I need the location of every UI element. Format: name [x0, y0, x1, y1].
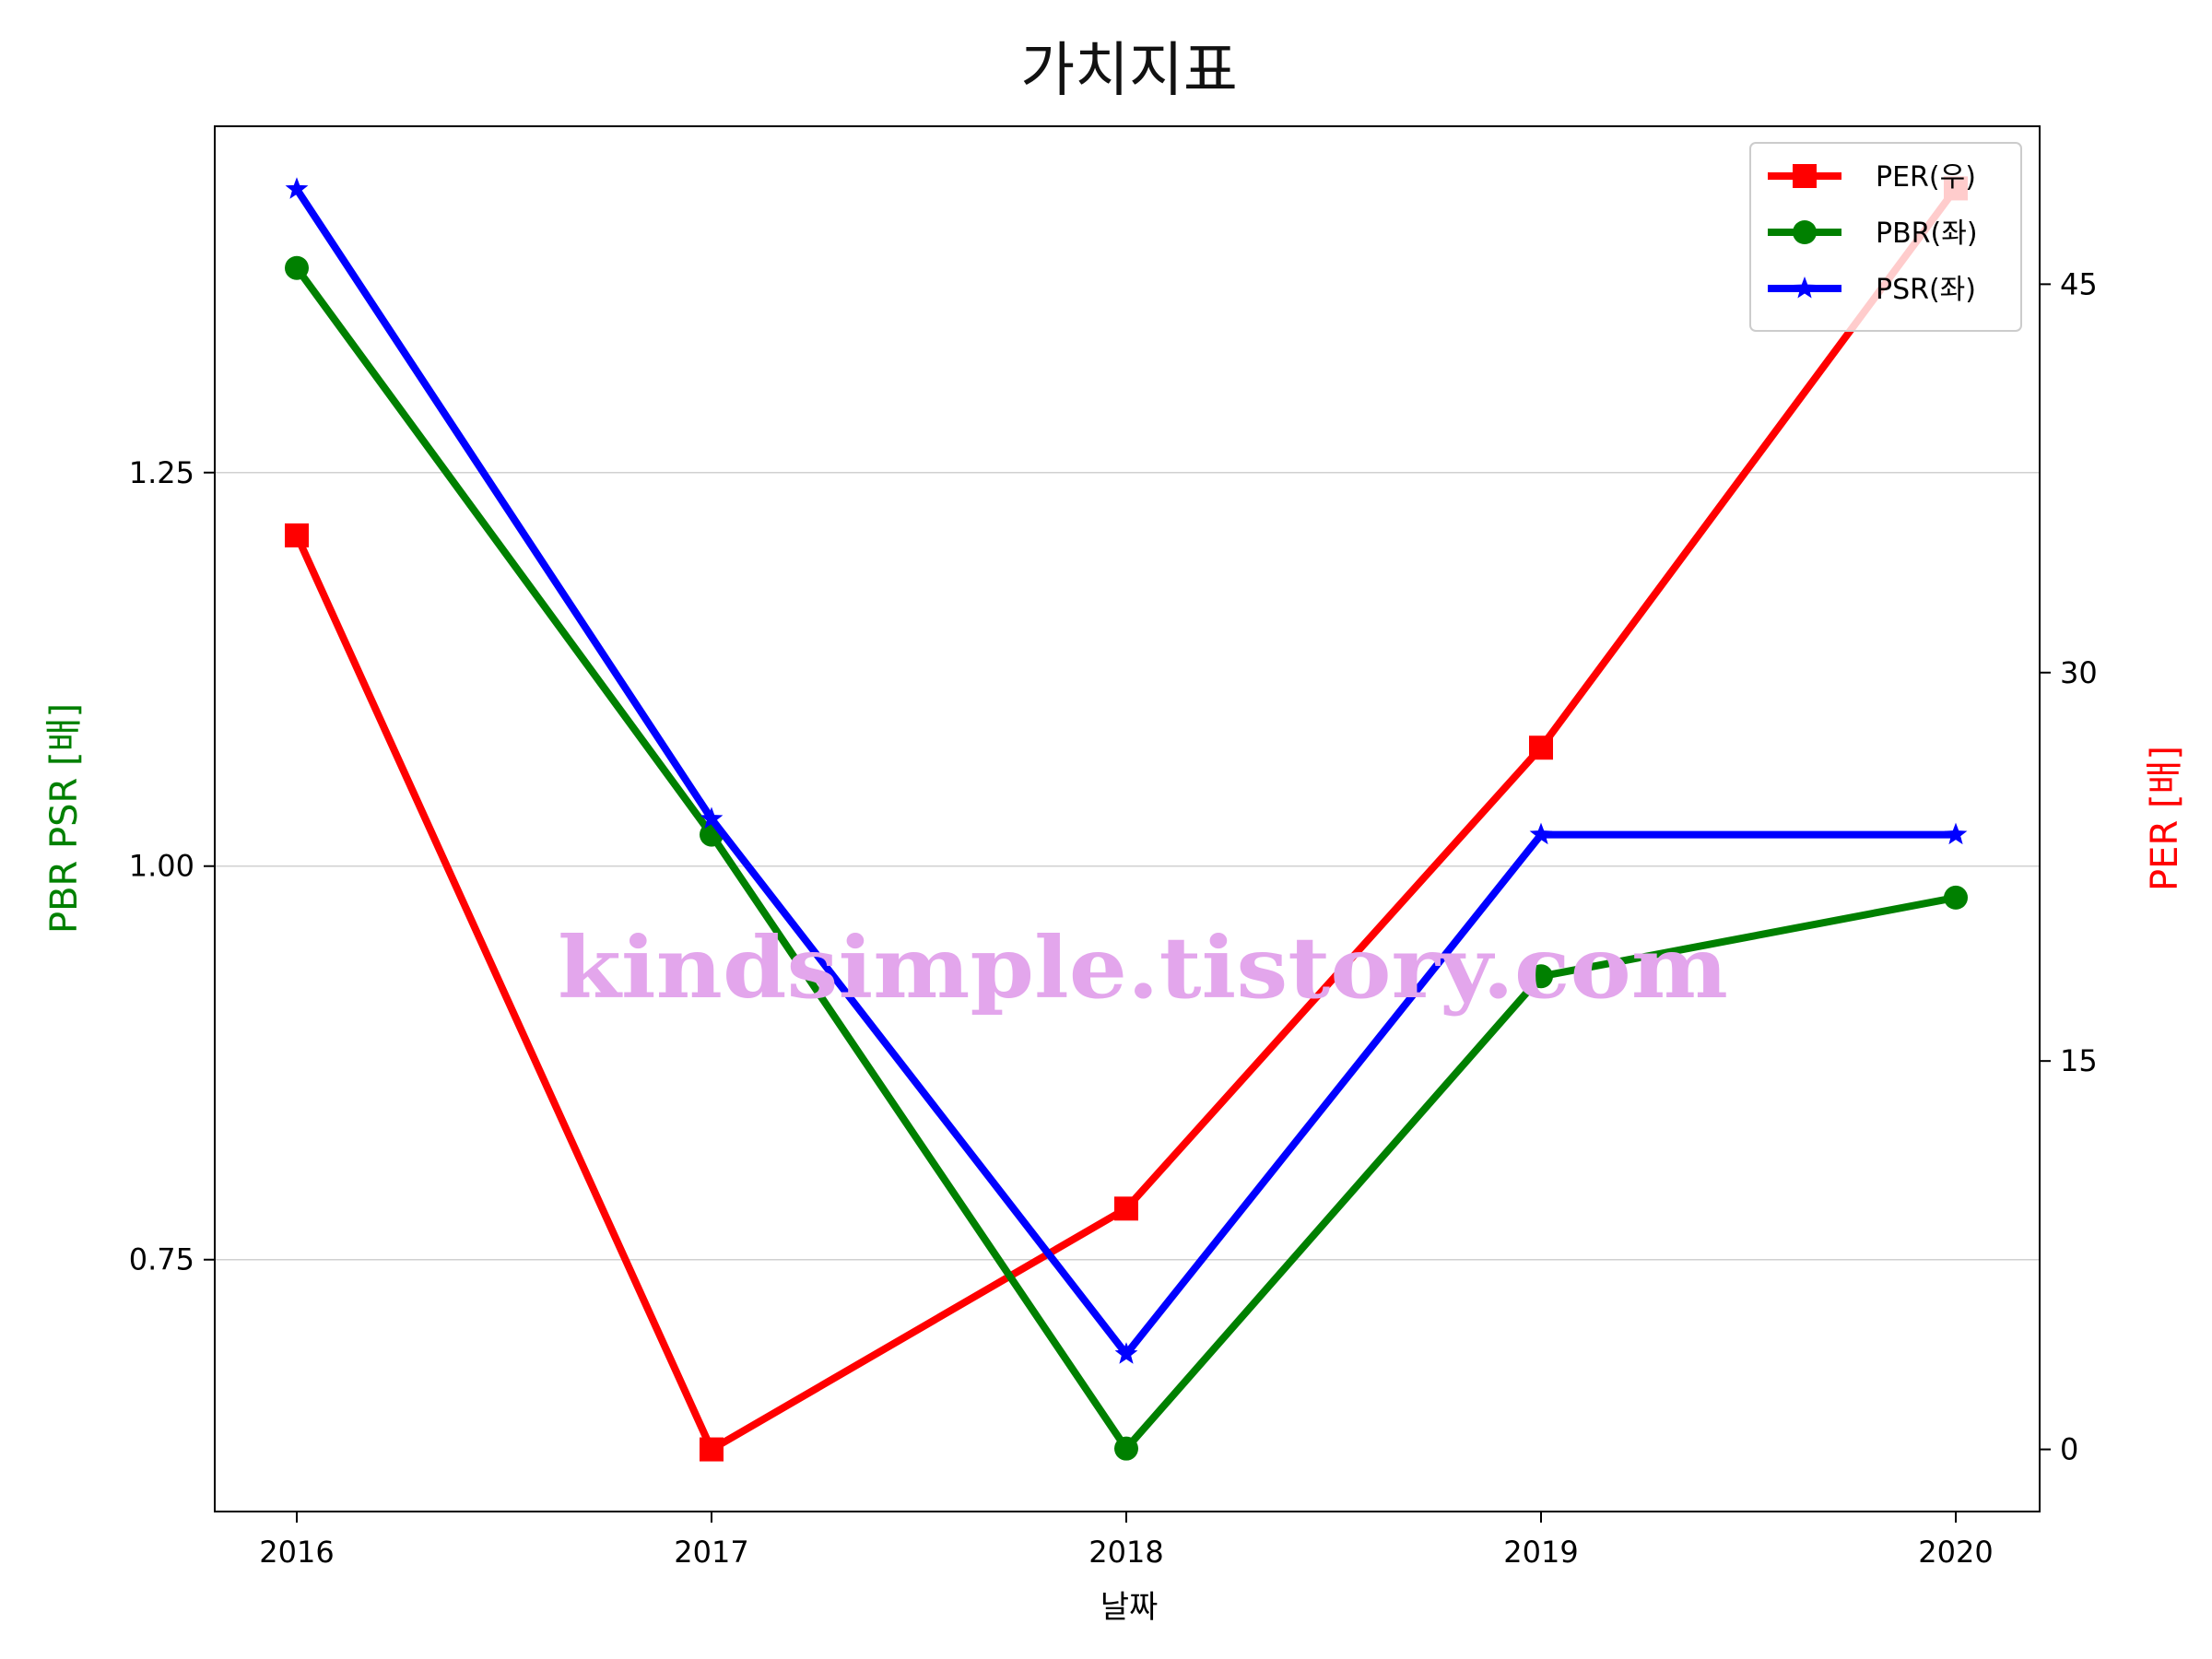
- right-y-tick-label: 30: [2060, 655, 2098, 690]
- legend: PER(우) PBR(좌) PSR(좌): [1749, 142, 2022, 332]
- series-layer: [285, 176, 1968, 1462]
- x-tick-label: 2018: [1088, 1535, 1163, 1570]
- chart-title: 가치지표: [1020, 37, 1238, 105]
- legend-label: PBR(좌): [1876, 218, 1978, 250]
- plot-frame: [214, 125, 2041, 1512]
- data-point-marker: [285, 177, 309, 199]
- x-axis-ticks: 2016 2017 2018 2019 2020: [259, 1512, 1994, 1570]
- data-point-marker: [1944, 885, 1968, 910]
- data-point-marker: [1114, 1196, 1138, 1221]
- x-tick-label: 2017: [674, 1535, 748, 1570]
- watermark-text: kindsimple.tistory.com: [558, 918, 1728, 1018]
- data-point-marker: [700, 1437, 724, 1462]
- data-point-marker: [285, 523, 309, 547]
- legend-marker: [1793, 220, 1817, 244]
- series-PBR(좌): [285, 255, 1968, 1461]
- right-y-tick-label: 0: [2060, 1432, 2078, 1467]
- right-y-tick-label: 15: [2060, 1043, 2098, 1078]
- left-y-tick-label: 1.00: [129, 849, 194, 884]
- data-point-marker: [1114, 1436, 1138, 1461]
- data-point-marker: [1529, 964, 1553, 989]
- legend-label: PER(우): [1876, 161, 1976, 194]
- data-point-marker: [700, 806, 724, 829]
- left-y-axis-ticks: 0.75 1.00 1.25: [129, 455, 215, 1277]
- right-y-axis-ticks: 0 15 30 45: [2040, 266, 2098, 1467]
- legend-marker: [1793, 276, 1817, 299]
- data-point-marker: [1114, 1342, 1138, 1364]
- right-y-axis-label: PER [배]: [2144, 746, 2186, 891]
- data-point-marker: [1529, 735, 1553, 760]
- x-axis-label: 날짜: [1100, 1589, 1159, 1626]
- legend-label: PSR(좌): [1876, 274, 1976, 306]
- x-tick-label: 2020: [1918, 1535, 1993, 1570]
- data-point-marker: [1529, 822, 1553, 845]
- legend-marker: [1793, 164, 1817, 188]
- legend-box: [1749, 142, 2022, 332]
- x-tick-label: 2016: [259, 1535, 334, 1570]
- data-point-marker: [285, 255, 309, 280]
- data-point-marker: [1944, 822, 1968, 845]
- left-y-tick-label: 1.25: [129, 455, 194, 490]
- x-tick-label: 2019: [1503, 1535, 1578, 1570]
- series-PSR(좌): [285, 177, 1968, 1364]
- right-y-tick-label: 45: [2060, 266, 2098, 301]
- left-y-tick-label: 0.75: [129, 1242, 194, 1277]
- left-y-axis-label: PBR PSR [배]: [43, 703, 86, 934]
- grid-lines: [215, 472, 2040, 1261]
